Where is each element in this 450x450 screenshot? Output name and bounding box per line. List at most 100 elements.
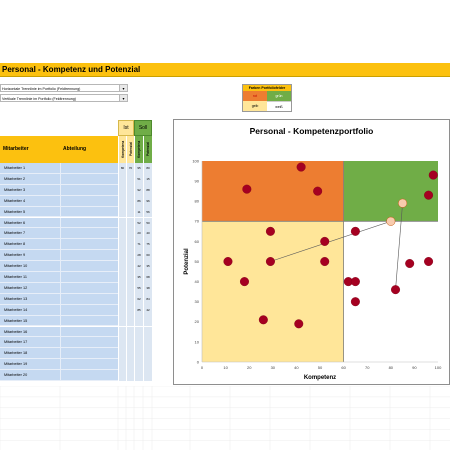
ist-kompetenz-cell[interactable] (118, 293, 126, 305)
soll-potenzial-cell[interactable] (143, 348, 152, 360)
soll-kompetenz-cell[interactable]: 86 (134, 195, 143, 207)
ist-kompetenz-cell[interactable] (118, 359, 126, 371)
employee-name[interactable]: Mitarbeiter 18 (0, 348, 60, 360)
employee-name[interactable]: Mitarbeiter 5 (0, 206, 60, 218)
ist-potenzial-cell[interactable] (126, 184, 134, 196)
ist-kompetenz-cell[interactable] (118, 250, 126, 262)
employee-name[interactable]: Mitarbeiter 12 (0, 282, 60, 294)
ist-kompetenz-cell[interactable] (118, 272, 126, 283)
soll-potenzial-cell[interactable] (143, 359, 152, 371)
ist-kompetenz-cell[interactable] (118, 326, 126, 338)
table-row[interactable]: Mitarbeiter 8 71 75 (0, 239, 152, 251)
table-row[interactable]: Mitarbeiter 17 (0, 337, 152, 349)
soll-kompetenz-cell[interactable]: 62 (134, 293, 143, 305)
soll-kompetenz-cell[interactable]: 11 (134, 206, 143, 218)
employee-name[interactable]: Mitarbeiter 14 (0, 304, 60, 316)
table-row[interactable]: Mitarbeiter 6 52 50 (0, 217, 152, 229)
soll-kompetenz-cell[interactable] (134, 359, 143, 371)
employee-name[interactable]: Mitarbeiter 9 (0, 250, 60, 262)
soll-potenzial-cell[interactable] (143, 326, 152, 338)
soll-kompetenz-cell[interactable]: 92 (134, 184, 143, 196)
department-cell[interactable] (60, 326, 118, 338)
soll-potenzial-cell[interactable]: 40 (143, 228, 152, 240)
ist-kompetenz-cell[interactable] (118, 239, 126, 251)
soll-kompetenz-cell[interactable] (134, 315, 143, 327)
ist-potenzial-cell[interactable] (126, 304, 134, 316)
ist-kompetenz-cell[interactable] (118, 337, 126, 349)
table-row[interactable]: Mitarbeiter 18 (0, 348, 152, 360)
table-row[interactable]: Mitarbeiter 16 (0, 326, 152, 338)
ist-kompetenz-cell[interactable] (118, 348, 126, 360)
employee-name[interactable]: Mitarbeiter 15 (0, 315, 60, 327)
ist-potenzial-cell[interactable] (126, 272, 134, 283)
employee-name[interactable]: Mitarbeiter 20 (0, 370, 60, 381)
soll-kompetenz-cell[interactable]: 35 (134, 272, 143, 283)
ist-kompetenz-cell[interactable] (118, 195, 126, 207)
employee-name[interactable]: Mitarbeiter 3 (0, 184, 60, 196)
ist-potenzial-cell[interactable] (126, 217, 134, 229)
horizontal-divider-dropdown[interactable]: Horizontale Trennlinie im Portfolio (Fel… (0, 84, 128, 92)
ist-potenzial-cell[interactable] (126, 326, 134, 338)
soll-potenzial-cell[interactable]: 75 (143, 239, 152, 251)
table-row[interactable]: Mitarbeiter 9 28 60 (0, 250, 152, 262)
employee-name[interactable]: Mitarbeiter 4 (0, 195, 60, 207)
table-row[interactable]: Mitarbeiter 20 (0, 370, 152, 381)
employee-name[interactable]: Mitarbeiter 19 (0, 359, 60, 371)
table-row[interactable]: Mitarbeiter 4 86 96 (0, 195, 152, 207)
soll-potenzial-cell[interactable]: 88 (143, 184, 152, 196)
department-cell[interactable] (60, 206, 118, 218)
soll-potenzial-cell[interactable]: 84 (143, 293, 152, 305)
ist-potenzial-cell[interactable] (126, 173, 134, 185)
employee-name[interactable]: Mitarbeiter 17 (0, 337, 60, 349)
soll-potenzial-cell[interactable]: 35 (143, 261, 152, 272)
soll-kompetenz-cell[interactable]: 55 (134, 282, 143, 294)
table-row[interactable]: Mitarbeiter 13 62 84 (0, 293, 152, 305)
department-cell[interactable] (60, 217, 118, 229)
soll-kompetenz-cell[interactable]: 85 (134, 304, 143, 316)
ist-potenzial-cell[interactable] (126, 239, 134, 251)
table-row[interactable]: Mitarbeiter 2 51 15 (0, 173, 152, 185)
table-row[interactable]: Mitarbeiter 1 80 70 95 80 (0, 163, 152, 174)
ist-potenzial-cell[interactable] (126, 228, 134, 240)
ist-kompetenz-cell[interactable] (118, 370, 126, 381)
table-row[interactable]: Mitarbeiter 14 85 42 (0, 304, 152, 316)
employee-name[interactable]: Mitarbeiter 8 (0, 239, 60, 251)
chevron-down-icon[interactable]: ▾ (119, 95, 127, 101)
table-row[interactable]: Mitarbeiter 12 55 38 (0, 282, 152, 294)
employee-name[interactable]: Mitarbeiter 7 (0, 228, 60, 240)
ist-potenzial-cell[interactable]: 70 (126, 163, 134, 174)
department-cell[interactable] (60, 315, 118, 327)
employee-name[interactable]: Mitarbeiter 10 (0, 261, 60, 272)
soll-potenzial-cell[interactable] (143, 370, 152, 381)
table-row[interactable]: Mitarbeiter 7 20 40 (0, 228, 152, 240)
ist-potenzial-cell[interactable] (126, 348, 134, 360)
soll-kompetenz-cell[interactable] (134, 326, 143, 338)
table-row[interactable]: Mitarbeiter 5 11 56 (0, 206, 152, 218)
soll-kompetenz-cell[interactable]: 95 (134, 163, 143, 174)
soll-potenzial-cell[interactable] (143, 337, 152, 349)
ist-kompetenz-cell[interactable]: 80 (118, 163, 126, 174)
soll-potenzial-cell[interactable]: 50 (143, 217, 152, 229)
department-cell[interactable] (60, 348, 118, 360)
table-row[interactable]: Mitarbeiter 10 42 35 (0, 261, 152, 272)
department-cell[interactable] (60, 370, 118, 381)
soll-potenzial-cell[interactable]: 96 (143, 195, 152, 207)
department-cell[interactable] (60, 304, 118, 316)
ist-potenzial-cell[interactable] (126, 293, 134, 305)
department-cell[interactable] (60, 282, 118, 294)
ist-potenzial-cell[interactable] (126, 359, 134, 371)
employee-name[interactable]: Mitarbeiter 11 (0, 272, 60, 283)
vertical-divider-dropdown[interactable]: Vertikale Trennlinie im Portfolio (Feldt… (0, 94, 128, 102)
soll-kompetenz-cell[interactable]: 20 (134, 228, 143, 240)
table-row[interactable]: Mitarbeiter 19 (0, 359, 152, 371)
department-cell[interactable] (60, 195, 118, 207)
table-row[interactable]: Mitarbeiter 15 (0, 315, 152, 327)
employee-name[interactable]: Mitarbeiter 6 (0, 217, 60, 229)
department-cell[interactable] (60, 239, 118, 251)
ist-kompetenz-cell[interactable] (118, 304, 126, 316)
ist-kompetenz-cell[interactable] (118, 282, 126, 294)
soll-kompetenz-cell[interactable] (134, 348, 143, 360)
employee-name[interactable]: Mitarbeiter 16 (0, 326, 60, 338)
soll-kompetenz-cell[interactable]: 52 (134, 217, 143, 229)
soll-potenzial-cell[interactable]: 80 (143, 163, 152, 174)
